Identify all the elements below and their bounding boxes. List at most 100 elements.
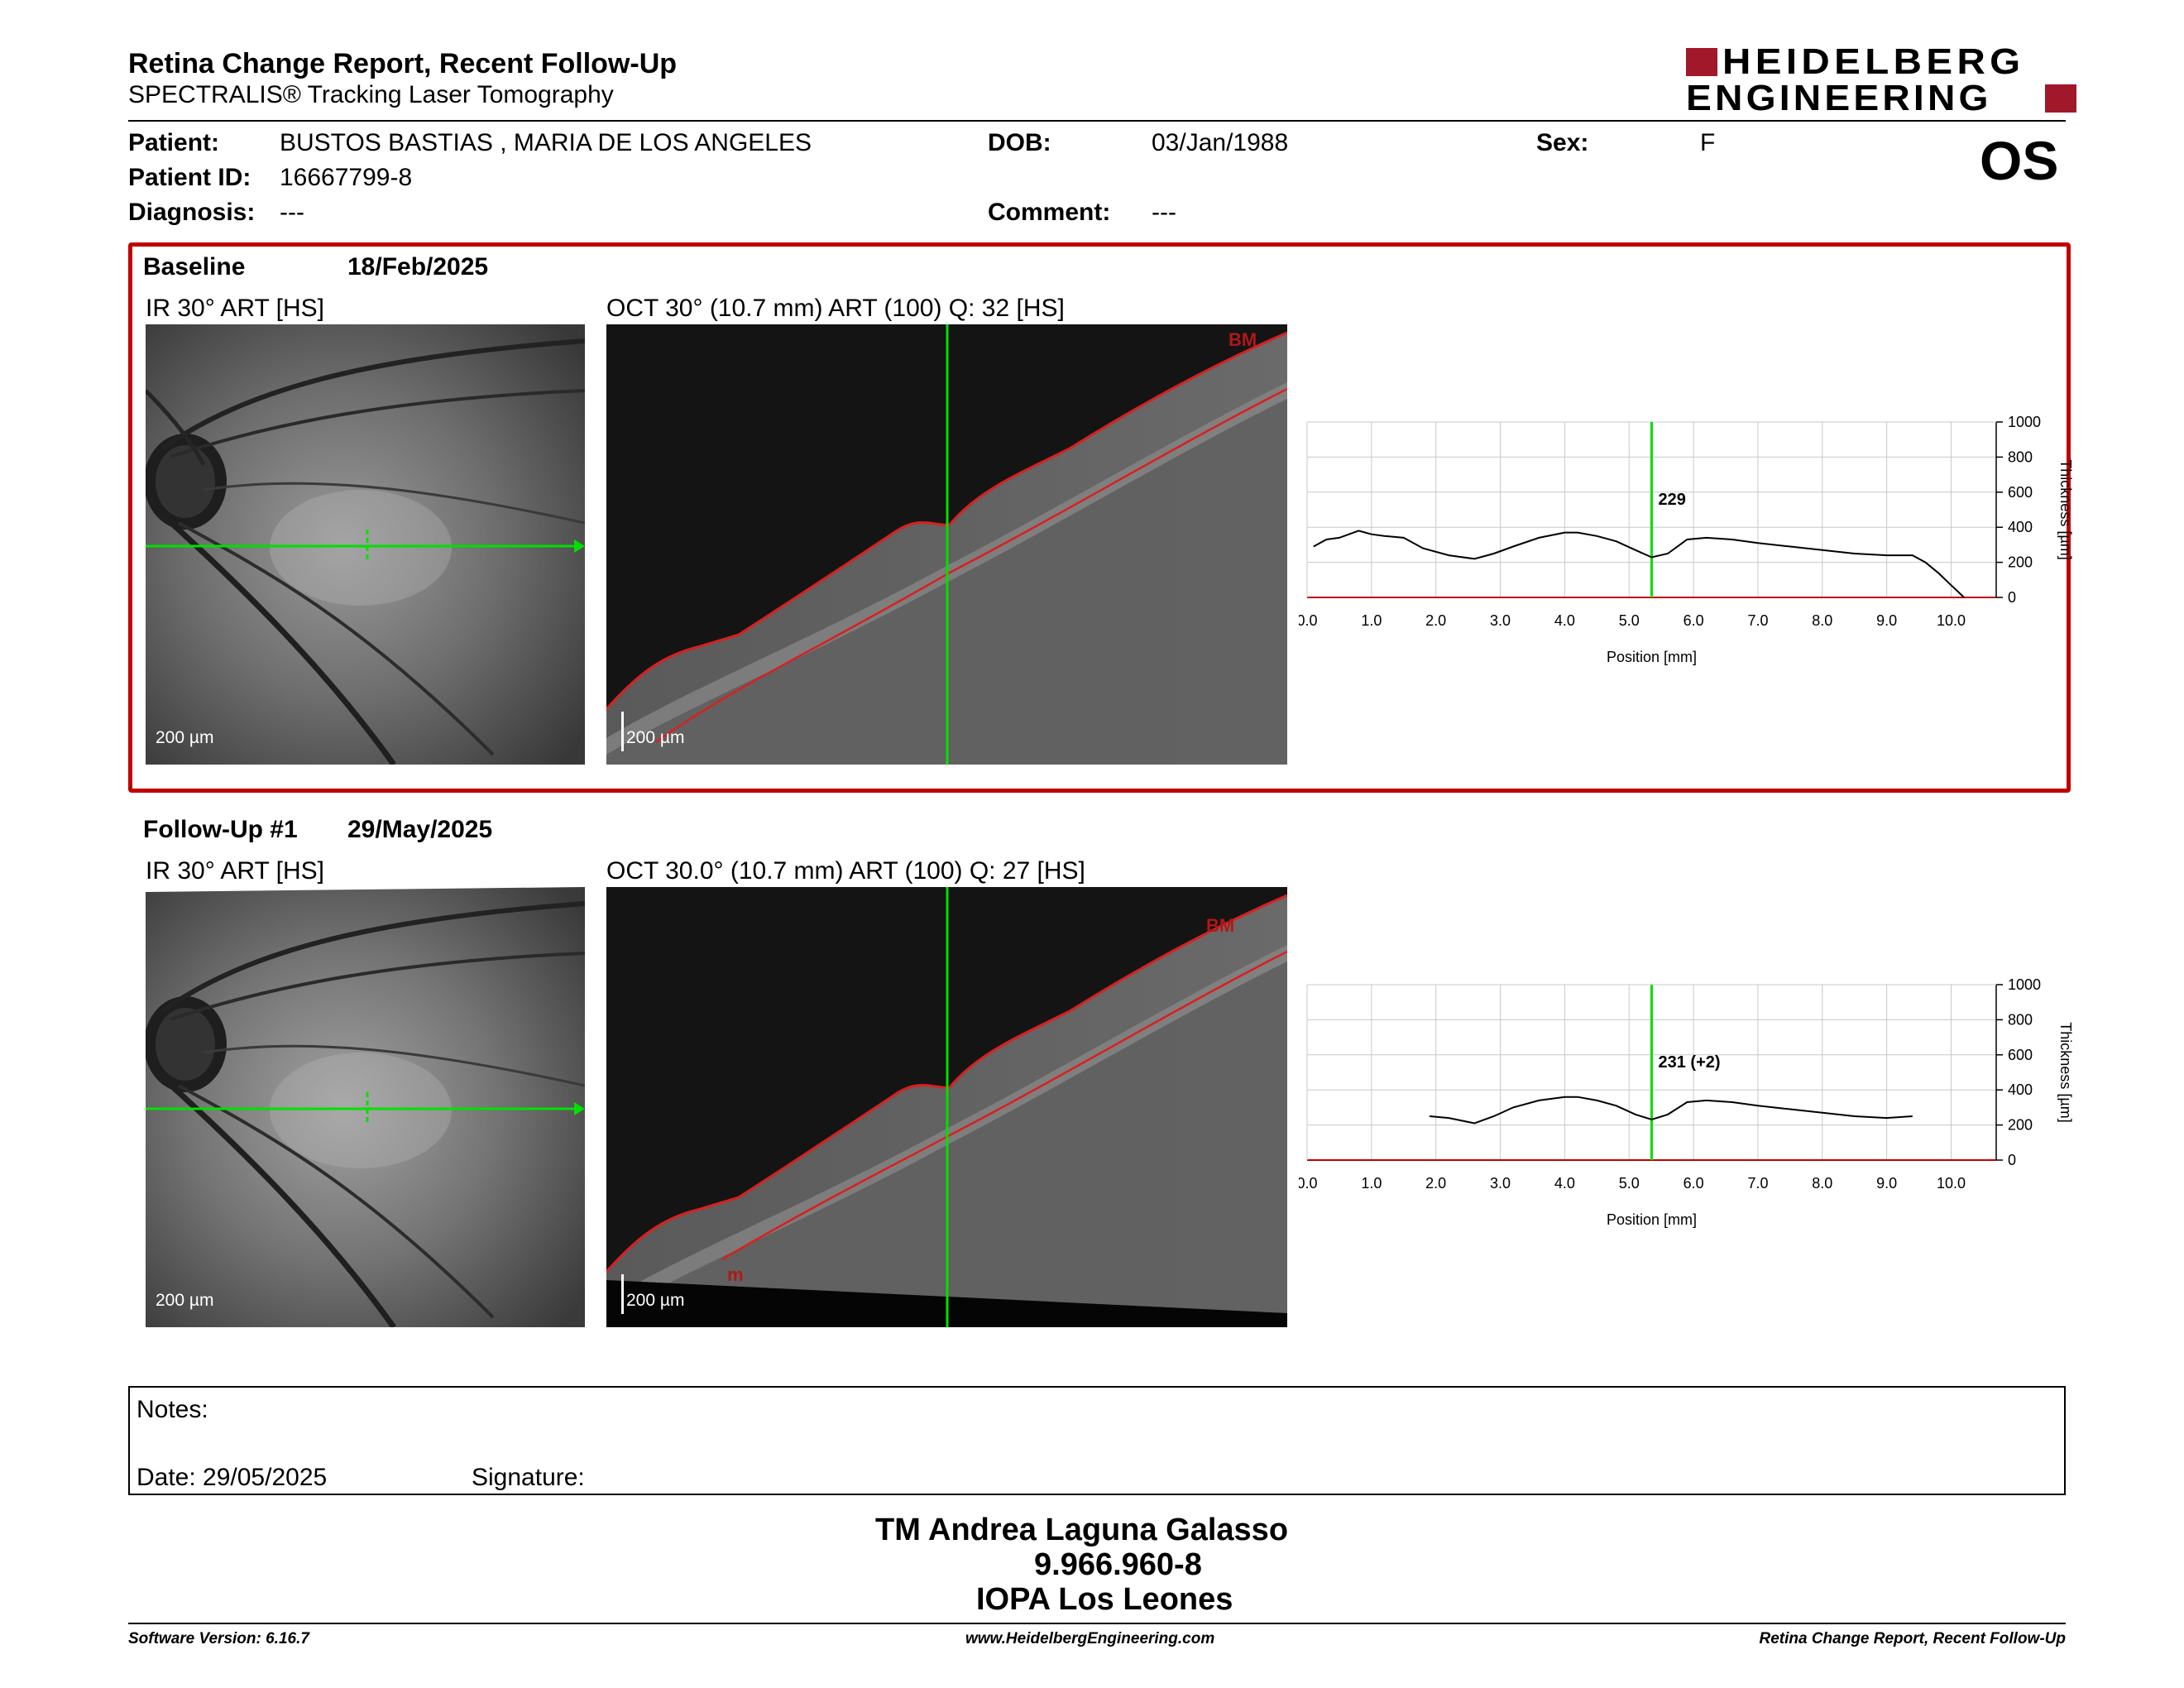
baseline-ir-fundus-image[interactable]: 200 µm <box>146 324 585 765</box>
report-title: Retina Change Report, Recent Follow-Up <box>128 48 678 79</box>
signer-name: TM Andrea Laguna Galasso <box>875 1513 1289 1547</box>
baseline-ir-title: IR 30° ART [HS] <box>146 295 324 322</box>
followup-oct-bscan[interactable]: BM m 200 µm <box>606 887 1287 1327</box>
baseline-oct-scale: 200 µm <box>626 728 685 747</box>
y-tick-label: 400 <box>2008 519 2033 535</box>
eye-indicator: OS <box>1980 130 2059 191</box>
logo-square-top <box>1686 48 1717 76</box>
y-tick-label: 1000 <box>2008 976 2041 993</box>
logo-line1: HEIDELBERG <box>1722 41 2025 82</box>
followup-thickness-value: 231 (+2) <box>1659 1053 1721 1072</box>
followup-oct-title: OCT 30.0° (10.7 mm) ART (100) Q: 27 [HS] <box>606 857 1085 885</box>
x-tick-label: 7.0 <box>1747 1175 1768 1192</box>
followup-oct-scale: 200 µm <box>626 1291 685 1310</box>
x-tick-label: 7.0 <box>1747 612 1768 629</box>
followup-ir-title: IR 30° ART [HS] <box>146 857 324 885</box>
heidelberg-logo: HEIDELBERG ENGINEERING <box>1686 41 2076 118</box>
x-tick-label: 9.0 <box>1876 612 1897 629</box>
baseline-ilm-segmentation <box>606 331 1287 710</box>
footer-divider <box>128 1623 2066 1624</box>
x-tick-label: 9.0 <box>1876 1175 1897 1192</box>
comment-label: Comment: <box>988 199 1111 226</box>
x-tick-label: 8.0 <box>1812 1175 1832 1192</box>
logo-square-bottom <box>2045 84 2076 113</box>
x-tick-label: 6.0 <box>1684 1175 1704 1192</box>
followup-ilm-segmentation <box>606 894 1287 1273</box>
followup-ir-scale: 200 µm <box>156 1291 214 1310</box>
y-tick-label: 800 <box>2008 448 2033 465</box>
dob-value: 03/Jan/1988 <box>1152 129 1289 156</box>
signer-id: 9.966.960-8 <box>1034 1547 1202 1582</box>
y-tick-label: 600 <box>2008 1047 2033 1063</box>
x-tick-label: 4.0 <box>1554 612 1575 629</box>
y-axis-label: Thickness [µm] <box>2057 459 2074 559</box>
baseline-bm-segmentation <box>655 387 1287 744</box>
baseline-thickness-chart: 0.0 1.0 2.0 3.0 4.0 5.0 6.0 7.0 8.0 9.0 10.0 0 200 40… <box>1299 414 2074 665</box>
followup-thickness-curve <box>1429 1096 1913 1125</box>
oct-scale-bar <box>621 712 624 751</box>
patient-name: BUSTOS BASTIAS , MARIA DE LOS ANGELES <box>280 129 812 156</box>
website-link[interactable]: www.HeidelbergEngineering.com <box>965 1630 1215 1647</box>
y-tick-label: 1000 <box>2008 414 2041 430</box>
baseline-date: 18/Feb/2025 <box>347 253 489 281</box>
scan-arrow-icon <box>574 1102 585 1115</box>
baseline-ir-scale: 200 µm <box>156 728 214 747</box>
followup-date: 29/May/2025 <box>347 816 493 843</box>
comment-value: --- <box>1152 199 1176 226</box>
baseline-oct-bscan[interactable]: BM 200 µm <box>606 324 1287 765</box>
y-tick-label: 200 <box>2008 1117 2033 1134</box>
report-subtitle: SPECTRALIS® Tracking Laser Tomography <box>128 81 614 108</box>
baseline-oct-title: OCT 30° (10.7 mm) ART (100) Q: 32 [HS] <box>606 295 1065 322</box>
baseline-thickness-curve <box>1313 530 1965 598</box>
baseline-bm-label: BM <box>1228 329 1257 350</box>
patient-label: Patient: <box>128 129 220 156</box>
x-tick-label: 0.0 <box>1299 1175 1318 1192</box>
y-tick-label: 200 <box>2008 554 2033 571</box>
x-tick-label: 6.0 <box>1684 612 1704 629</box>
x-tick-label: 10.0 <box>1937 612 1966 629</box>
followup-thickness-chart: 0.0 1.0 2.0 3.0 4.0 5.0 6.0 7.0 8.0 9.0 10.0 0 200 40… <box>1299 976 2074 1228</box>
x-tick-label: 2.0 <box>1425 1175 1446 1192</box>
y-tick-label: 0 <box>2008 1152 2016 1168</box>
y-tick-label: 0 <box>2008 589 2016 606</box>
scan-arrow-icon <box>574 539 585 553</box>
followup-label: Follow-Up #1 <box>143 816 298 843</box>
diagnosis-label: Diagnosis: <box>128 199 256 226</box>
notes-date: Date: 29/05/2025 <box>136 1464 328 1491</box>
y-tick-label: 400 <box>2008 1081 2033 1098</box>
y-tick-label: 600 <box>2008 484 2033 501</box>
header-divider <box>128 120 2066 122</box>
dob-label: DOB: <box>988 129 1051 156</box>
followup-bm-segmentation <box>721 950 1287 1261</box>
signature-label: Signature: <box>472 1464 585 1491</box>
x-tick-label: 8.0 <box>1812 612 1832 629</box>
x-tick-label: 5.0 <box>1619 612 1640 629</box>
diagnosis-value: --- <box>280 199 304 226</box>
baseline-thickness-value: 229 <box>1659 491 1686 509</box>
footer-report-name: Retina Change Report, Recent Follow-Up <box>1759 1630 2066 1647</box>
oct-scale-bar <box>621 1274 624 1314</box>
software-version: Software Version: 6.16.7 <box>128 1630 309 1647</box>
followup-ir-fundus-image[interactable]: 200 µm <box>146 887 585 1327</box>
patient-id-value: 16667799-8 <box>280 164 413 191</box>
x-tick-label: 2.0 <box>1425 612 1446 629</box>
notes-label: Notes: <box>136 1396 208 1423</box>
x-tick-label: 3.0 <box>1490 1175 1511 1192</box>
x-tick-label: 0.0 <box>1299 612 1318 629</box>
sex-value: F <box>1700 129 1716 156</box>
y-axis-label: Thickness [µm] <box>2057 1022 2074 1122</box>
x-tick-label: 1.0 <box>1361 1175 1382 1192</box>
sex-label: Sex: <box>1536 129 1589 156</box>
notes-box[interactable]: Notes: Date: 29/05/2025 Signature: <box>128 1386 2066 1495</box>
x-tick-label: 10.0 <box>1937 1175 1966 1192</box>
x-axis-label: Position [mm] <box>1607 649 1697 665</box>
followup-bm-label: BM <box>1206 915 1234 936</box>
y-tick-label: 800 <box>2008 1011 2033 1028</box>
x-tick-label: 5.0 <box>1619 1175 1640 1192</box>
x-axis-label: Position [mm] <box>1607 1211 1697 1228</box>
logo-line2: ENGINEERING <box>1686 78 1992 118</box>
baseline-label: Baseline <box>143 253 246 281</box>
followup-m-label: m <box>727 1264 744 1285</box>
x-tick-label: 3.0 <box>1490 612 1511 629</box>
baseline-frame <box>128 242 2071 793</box>
